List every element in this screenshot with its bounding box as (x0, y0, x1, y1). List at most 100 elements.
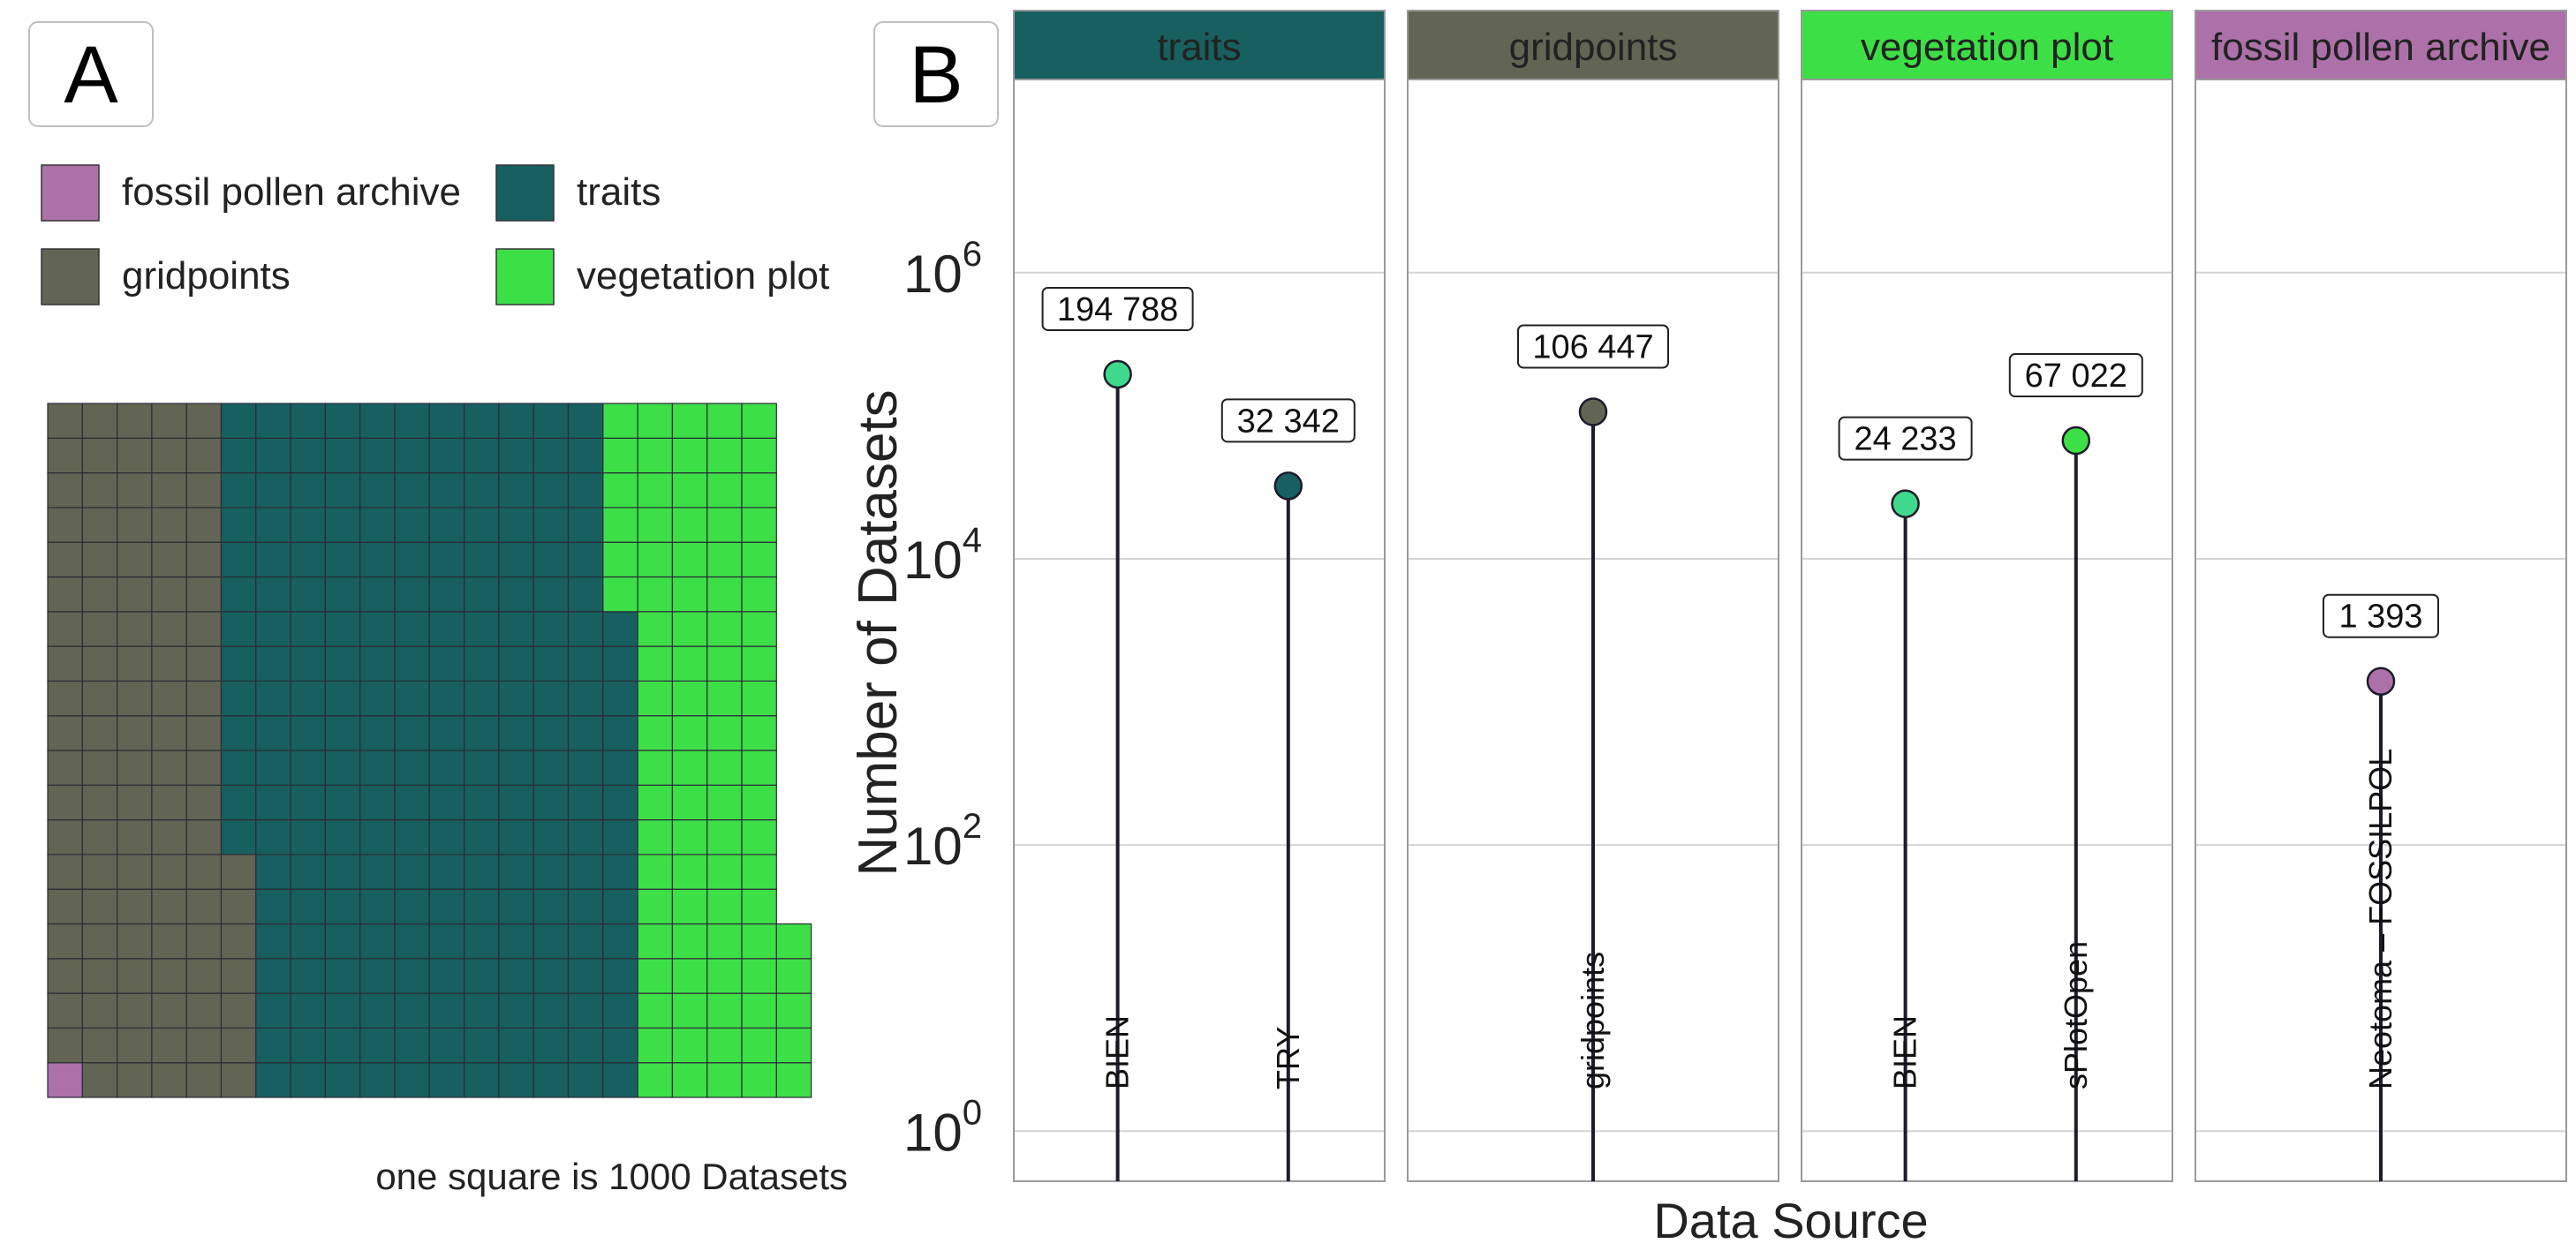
waffle-square-vegetation-plot (741, 611, 777, 647)
waffle-square-vegetation-plot (602, 507, 638, 543)
waffle-square-gridpoints (185, 888, 223, 925)
waffle-square-traits (220, 611, 257, 647)
waffle-square-gridpoints (185, 471, 223, 509)
waffle-square-vegetation-plot (741, 576, 777, 613)
waffle-square-traits (255, 645, 291, 682)
waffle-square-traits (220, 403, 257, 439)
waffle-square-gridpoints (117, 923, 153, 960)
waffle-square-traits (428, 680, 465, 717)
waffle-square-gridpoints (47, 576, 83, 613)
waffle-square-traits (533, 1027, 570, 1064)
waffle-square-traits (324, 1027, 361, 1064)
waffle-square-traits (428, 854, 465, 890)
source-label: gridpoints (1575, 952, 1611, 1089)
waffle-square-gridpoints (151, 576, 187, 613)
waffle-square-traits (498, 854, 534, 890)
waffle-square-traits (428, 818, 465, 855)
waffle-square-gridpoints (151, 992, 187, 1029)
waffle-square-traits (324, 403, 361, 439)
waffle-square-vegetation-plot (775, 992, 812, 1029)
waffle-square-traits (324, 854, 361, 890)
waffle-square-gridpoints (47, 437, 83, 474)
legend-label-traits: traits (577, 170, 661, 214)
waffle-square-gridpoints (47, 818, 83, 855)
waffle-square-vegetation-plot (671, 854, 708, 890)
waffle-square-traits (463, 576, 500, 613)
waffle-square-vegetation-plot (637, 437, 673, 474)
waffle-square-traits (533, 958, 570, 994)
waffle-square-traits (533, 680, 570, 717)
waffle-square-vegetation-plot (741, 888, 777, 925)
lollipop-Neotoma-–-FOSSILPOL: 1 393 Neotoma – FOSSILPOL (2323, 593, 2439, 1181)
waffle-square-traits (255, 1027, 291, 1064)
waffle-square-gridpoints (185, 958, 223, 994)
value-label-box (2008, 353, 2143, 398)
waffle-square-vegetation-plot (706, 958, 743, 994)
waffle-square-traits (428, 507, 465, 543)
facet-header (1013, 10, 1386, 80)
waffle-square-gridpoints (117, 750, 153, 786)
waffle-square-traits (255, 784, 291, 821)
waffle-square-vegetation-plot (741, 507, 777, 543)
waffle-square-gridpoints (117, 992, 153, 1029)
waffle-square-traits (359, 992, 396, 1029)
waffle-square-traits (428, 471, 465, 509)
waffle-square-vegetation-plot (671, 1027, 708, 1064)
waffle-square-gridpoints (81, 992, 118, 1029)
waffle-square-gridpoints (185, 818, 223, 855)
waffle-square-traits (394, 1027, 430, 1064)
waffle-square-traits (567, 1062, 604, 1098)
waffle-square-traits (324, 958, 361, 994)
waffle-square-traits (394, 958, 430, 994)
waffle-square-traits (602, 992, 638, 1029)
waffle-square-traits (255, 403, 291, 439)
waffle-square-gridpoints (117, 576, 153, 613)
waffle-square-vegetation-plot (671, 923, 708, 960)
waffle-square-traits (359, 888, 396, 925)
waffle-square-traits (428, 576, 465, 613)
lollipop-BIEN: 24 233 BIEN (1838, 416, 1973, 1181)
source-label: sPlotOpen (2058, 941, 2094, 1089)
waffle-square-vegetation-plot (671, 784, 708, 821)
waffle-square-vegetation-plot (671, 471, 708, 509)
waffle-square-traits (567, 645, 604, 682)
waffle-square-traits (255, 923, 291, 960)
waffle-square-traits (394, 1062, 430, 1098)
waffle-square-vegetation-plot (741, 854, 777, 890)
waffle-square-traits (359, 403, 396, 439)
waffle-square-traits (324, 750, 361, 786)
waffle-square-traits (498, 576, 534, 613)
waffle-square-gridpoints (117, 854, 153, 890)
lollipop-chart: 100 102 104 106 traits 194 788 BIEN 32 342 TRY gr… (903, 10, 2567, 1182)
waffle-square-gridpoints (117, 958, 153, 994)
waffle-square-vegetation-plot (741, 403, 777, 439)
panel-a-label: A (28, 21, 154, 127)
waffle-square-vegetation-plot (706, 784, 743, 821)
waffle-square-traits (394, 576, 430, 613)
waffle-square-vegetation-plot (671, 680, 708, 717)
waffle-square-gridpoints (151, 680, 187, 717)
waffle-square-traits (463, 437, 500, 474)
waffle-square-vegetation-plot (706, 854, 743, 890)
waffle-square-traits (428, 645, 465, 682)
waffle-square-traits (255, 818, 291, 855)
waffle-square-traits (567, 715, 604, 751)
waffle-square-traits (602, 854, 638, 890)
waffle-square-gridpoints (117, 1062, 153, 1098)
waffle-square-traits (533, 507, 570, 543)
facet-vegetation-plot: vegetation plot 24 233 BIEN 67 022 sPlotOpen (1801, 10, 2173, 1182)
waffle-square-traits (463, 1027, 500, 1064)
waffle-square-traits (463, 507, 500, 543)
waffle-square-gridpoints (151, 507, 187, 543)
waffle-square-vegetation-plot (637, 888, 673, 925)
waffle-square-traits (567, 1027, 604, 1064)
waffle-square-traits (255, 611, 291, 647)
waffle-square-traits (324, 784, 361, 821)
waffle-square-traits (324, 888, 361, 925)
waffle-square-traits (463, 715, 500, 751)
lollipop-point (1578, 397, 1608, 426)
waffle-square-traits (463, 611, 500, 647)
waffle-square-traits (498, 750, 534, 786)
waffle-square-traits (220, 541, 257, 578)
waffle-square-vegetation-plot (671, 818, 708, 855)
